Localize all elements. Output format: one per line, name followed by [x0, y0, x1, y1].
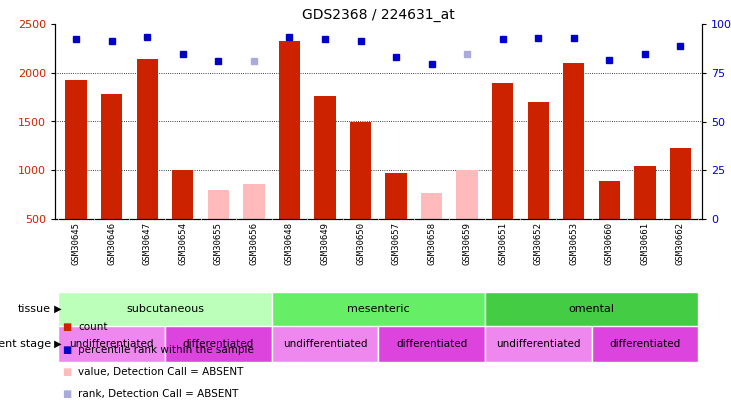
Text: GSM30659: GSM30659: [463, 222, 471, 265]
Text: GSM30652: GSM30652: [534, 222, 542, 265]
Text: tissue: tissue: [18, 304, 51, 314]
Text: GSM30646: GSM30646: [107, 222, 116, 265]
Text: subcutaneous: subcutaneous: [126, 304, 204, 314]
Text: GSM30651: GSM30651: [499, 222, 507, 265]
Bar: [492, 83, 513, 219]
Text: GSM30660: GSM30660: [605, 222, 614, 265]
Text: ■: ■: [62, 389, 72, 399]
Text: undifferentiated: undifferentiated: [283, 339, 367, 349]
Text: ▶: ▶: [51, 339, 62, 349]
Bar: [485, 292, 698, 326]
Text: GSM30645: GSM30645: [72, 222, 80, 265]
Title: GDS2368 / 224631_at: GDS2368 / 224631_at: [302, 8, 455, 22]
Text: undifferentiated: undifferentiated: [69, 339, 154, 349]
Text: undifferentiated: undifferentiated: [496, 339, 580, 349]
Text: GSM30654: GSM30654: [178, 222, 187, 265]
Text: development stage: development stage: [0, 339, 51, 349]
Text: differentiated: differentiated: [396, 339, 467, 349]
Text: GSM30661: GSM30661: [640, 222, 649, 265]
Bar: [599, 181, 620, 219]
Bar: [272, 292, 485, 326]
Text: omental: omental: [569, 304, 615, 314]
Bar: [208, 190, 229, 219]
Bar: [379, 326, 485, 362]
Bar: [137, 59, 158, 219]
Bar: [485, 326, 591, 362]
Bar: [456, 170, 478, 219]
Text: GSM30658: GSM30658: [427, 222, 436, 265]
Bar: [101, 94, 122, 219]
Text: count: count: [78, 322, 107, 333]
Text: differentiated: differentiated: [609, 339, 681, 349]
Text: ■: ■: [62, 322, 72, 333]
Text: GSM30656: GSM30656: [249, 222, 258, 265]
Bar: [421, 194, 442, 219]
Text: GSM30655: GSM30655: [214, 222, 223, 265]
Text: GSM30648: GSM30648: [285, 222, 294, 265]
Bar: [314, 96, 336, 219]
Bar: [58, 326, 165, 362]
Bar: [272, 326, 379, 362]
Bar: [350, 122, 371, 219]
Text: rank, Detection Call = ABSENT: rank, Detection Call = ABSENT: [78, 389, 238, 399]
Bar: [66, 80, 87, 219]
Bar: [563, 63, 585, 219]
Bar: [591, 326, 698, 362]
Text: mesenteric: mesenteric: [347, 304, 409, 314]
Text: GSM30650: GSM30650: [356, 222, 365, 265]
Text: GSM30653: GSM30653: [569, 222, 578, 265]
Bar: [385, 173, 406, 219]
Text: value, Detection Call = ABSENT: value, Detection Call = ABSENT: [78, 367, 243, 377]
Text: GSM30647: GSM30647: [143, 222, 152, 265]
Text: GSM30657: GSM30657: [392, 222, 401, 265]
Bar: [243, 184, 265, 219]
Bar: [635, 166, 656, 219]
Text: GSM30649: GSM30649: [320, 222, 330, 265]
Bar: [172, 170, 194, 219]
Text: ■: ■: [62, 367, 72, 377]
Text: ■: ■: [62, 345, 72, 355]
Bar: [528, 102, 549, 219]
Text: differentiated: differentiated: [183, 339, 254, 349]
Bar: [279, 41, 300, 219]
Bar: [58, 292, 272, 326]
Text: percentile rank within the sample: percentile rank within the sample: [78, 345, 254, 355]
Text: ▶: ▶: [51, 304, 62, 314]
Text: GSM30662: GSM30662: [676, 222, 685, 265]
Bar: [670, 148, 691, 219]
Bar: [165, 326, 272, 362]
